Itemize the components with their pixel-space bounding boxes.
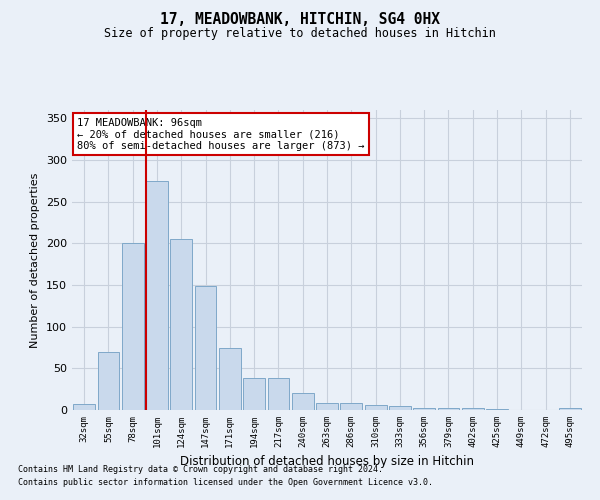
Y-axis label: Number of detached properties: Number of detached properties — [31, 172, 40, 348]
Bar — [292, 394, 314, 410]
Text: Size of property relative to detached houses in Hitchin: Size of property relative to detached ho… — [104, 28, 496, 40]
Bar — [316, 404, 338, 410]
Bar — [559, 408, 581, 410]
Bar — [486, 409, 508, 410]
Bar — [340, 404, 362, 410]
Bar — [389, 406, 411, 410]
Bar — [146, 181, 168, 410]
Bar — [73, 404, 95, 410]
Bar — [194, 286, 217, 410]
Bar — [122, 242, 143, 410]
Bar — [365, 405, 386, 410]
Bar — [437, 408, 460, 410]
Bar — [268, 378, 289, 410]
Bar — [413, 408, 435, 410]
Text: 17 MEADOWBANK: 96sqm
← 20% of detached houses are smaller (216)
80% of semi-deta: 17 MEADOWBANK: 96sqm ← 20% of detached h… — [77, 118, 365, 150]
Text: Contains HM Land Registry data © Crown copyright and database right 2024.: Contains HM Land Registry data © Crown c… — [18, 466, 383, 474]
Text: 17, MEADOWBANK, HITCHIN, SG4 0HX: 17, MEADOWBANK, HITCHIN, SG4 0HX — [160, 12, 440, 28]
Bar — [219, 348, 241, 410]
Bar — [243, 378, 265, 410]
Bar — [170, 239, 192, 410]
Bar — [97, 352, 119, 410]
Bar — [462, 408, 484, 410]
Text: Contains public sector information licensed under the Open Government Licence v3: Contains public sector information licen… — [18, 478, 433, 487]
X-axis label: Distribution of detached houses by size in Hitchin: Distribution of detached houses by size … — [180, 456, 474, 468]
